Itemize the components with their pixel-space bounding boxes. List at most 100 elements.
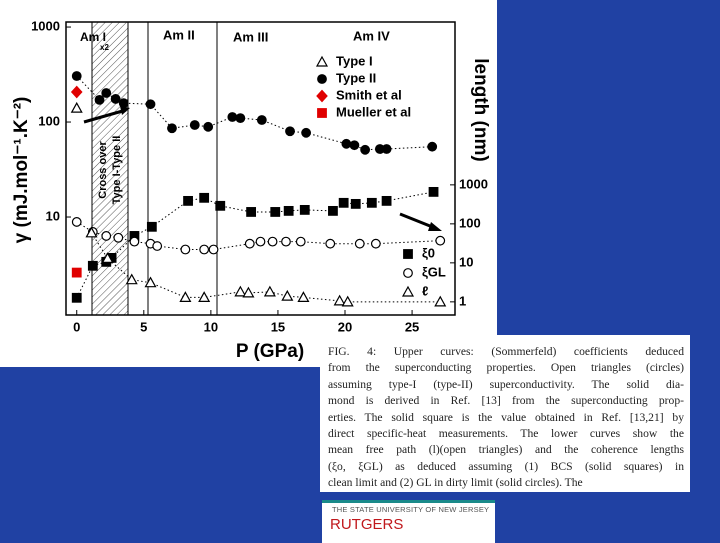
legend-label: ξGL — [422, 264, 446, 279]
data-point — [125, 273, 138, 285]
data-point — [118, 98, 129, 109]
data-point — [341, 138, 352, 149]
data-point — [215, 200, 226, 211]
data-point — [267, 236, 278, 247]
data-point — [281, 289, 294, 301]
y-axis-label: γ (mJ.mol⁻¹.K⁻²) — [11, 97, 32, 244]
data-point — [85, 226, 98, 238]
legend-marker — [316, 89, 328, 103]
legend-label: Smith et al — [336, 87, 402, 102]
data-point — [145, 99, 156, 110]
x-tick-label: 25 — [405, 319, 419, 334]
data-point — [87, 260, 98, 271]
series-line — [91, 232, 441, 303]
annotation: Cross over — [97, 141, 109, 199]
data-point — [349, 140, 360, 151]
data-point — [203, 121, 214, 132]
data-point — [167, 123, 177, 134]
data-point — [189, 120, 200, 130]
data-point — [270, 207, 281, 217]
y2-tick-label: 1000 — [459, 176, 488, 191]
data-point — [435, 235, 446, 246]
data-point — [338, 197, 349, 208]
data-point — [256, 115, 267, 125]
legend-label: ξ0 — [422, 245, 435, 260]
footer: THE STATE UNIVERSITY OF NEW JERSEY RUTGE… — [322, 500, 495, 543]
arrow-head — [120, 106, 130, 115]
annotation: Am IV — [353, 28, 390, 43]
data-point — [366, 197, 377, 208]
university-name: RUTGERS — [330, 516, 404, 533]
data-point — [244, 238, 255, 249]
data-point — [360, 144, 371, 155]
data-point — [301, 127, 312, 138]
y2-tick-label: 100 — [459, 215, 481, 230]
annotation: x2 — [100, 43, 109, 52]
data-point — [285, 126, 295, 137]
caption-line: (ξo, ξGL) as deduced assuming (1) BCS (s… — [328, 459, 684, 473]
annotation: Am II — [163, 27, 195, 42]
data-point — [101, 88, 112, 98]
y-tick-label: 100 — [38, 113, 60, 128]
data-point — [71, 217, 82, 227]
plot-frame — [65, 21, 456, 316]
legend-marker — [317, 74, 327, 84]
y-tick-label: 1000 — [31, 18, 60, 33]
legend-label: Type II — [336, 70, 376, 85]
data-point — [71, 292, 82, 303]
legend-label: ℓ — [422, 283, 428, 298]
y2-tick-label: 10 — [459, 254, 473, 269]
x-axis-label: P (GPa) — [236, 341, 304, 362]
caption-line: mond is derived in Ref. [13] from the su… — [328, 394, 684, 408]
data-point — [428, 186, 439, 197]
chart-background — [0, 0, 497, 335]
x-tick-label: 20 — [338, 319, 352, 334]
data-point — [144, 276, 157, 288]
data-point — [227, 112, 238, 122]
legend-label: Mueller et al — [336, 104, 411, 119]
data-point — [341, 295, 354, 307]
caption-line: clean limit and (2) GL in dirty limit (s… — [328, 476, 583, 490]
y2-tick-label: 1 — [459, 293, 466, 308]
data-point — [434, 295, 447, 307]
data-point — [113, 232, 124, 243]
data-point — [94, 94, 105, 105]
data-point — [70, 101, 83, 113]
legend-marker — [403, 268, 413, 278]
arrow-head — [428, 222, 442, 231]
data-point — [370, 238, 381, 249]
x-tick-label: 5 — [140, 319, 147, 334]
data-point — [299, 204, 310, 215]
data-point — [101, 252, 114, 264]
legend-label: Type I — [336, 53, 373, 68]
legend-marker — [403, 249, 413, 259]
data-point — [283, 205, 294, 216]
caption-line: assuming type-I (type-II) superconductiv… — [328, 377, 684, 391]
data-point — [70, 85, 83, 99]
data-point — [297, 291, 310, 303]
annotation: Am III — [233, 29, 268, 44]
x-tick-label: 15 — [271, 319, 285, 334]
data-point — [328, 205, 338, 216]
data-point — [381, 195, 392, 206]
x-tick-label: 0 — [73, 319, 80, 334]
data-point — [101, 231, 112, 241]
data-point — [208, 244, 219, 255]
caption-line: erties. The solid square is the value ob… — [328, 410, 684, 424]
data-point — [354, 238, 365, 249]
arrow — [83, 108, 127, 124]
y-tick-label: 10 — [46, 208, 60, 223]
data-point — [199, 244, 210, 255]
data-point — [235, 113, 246, 123]
data-point — [152, 241, 163, 251]
data-point — [71, 71, 82, 81]
data-point — [180, 244, 191, 255]
caption-line: FIG. 4: Upper curves: (Sommerfeld) coeff… — [328, 345, 684, 358]
chart-background — [0, 335, 325, 367]
data-point — [242, 286, 255, 298]
annotation: Type I-Type II — [111, 136, 123, 205]
data-point — [234, 285, 247, 297]
data-point — [110, 94, 121, 104]
data-point — [325, 238, 336, 249]
